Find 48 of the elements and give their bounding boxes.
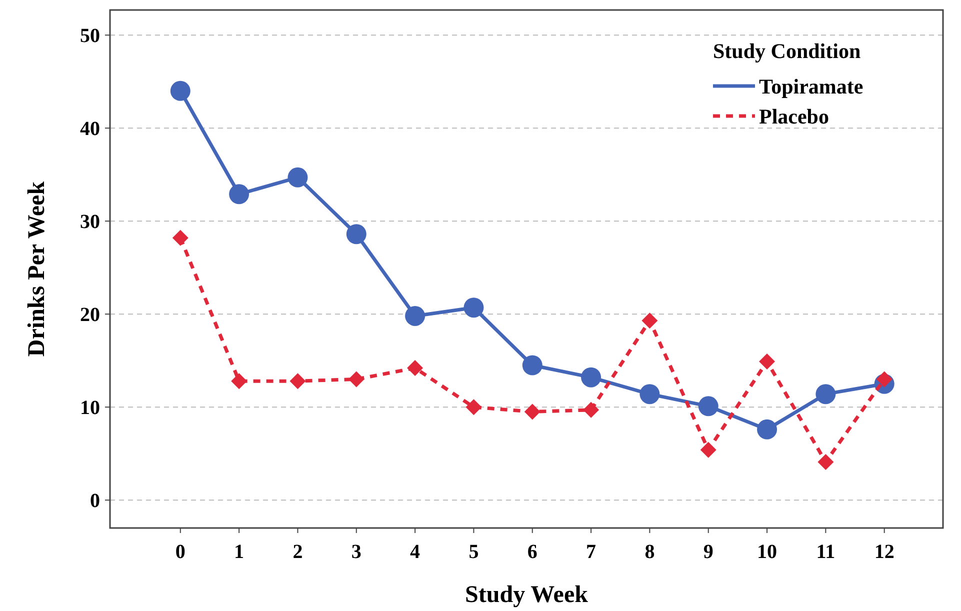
point [172, 230, 188, 246]
point [524, 404, 540, 420]
x-axis-title: Study Week [465, 582, 589, 608]
x-tick-label: 11 [816, 541, 836, 563]
x-tick-label: 1 [234, 541, 244, 563]
point [816, 384, 836, 404]
point [407, 360, 424, 376]
x-tick-label: 9 [703, 541, 714, 563]
point [405, 306, 426, 326]
point [346, 224, 366, 244]
point [288, 167, 308, 188]
point [698, 396, 718, 416]
x-tick-label: 7 [586, 541, 596, 563]
point [583, 402, 600, 418]
y-tick-label: 40 [80, 118, 100, 140]
point [642, 312, 658, 329]
x-tick-label: 5 [468, 541, 479, 563]
legend-label: Placebo [759, 104, 829, 128]
point [466, 399, 482, 416]
x-tick-label: 12 [874, 541, 894, 563]
x-tick-label: 6 [527, 541, 538, 563]
point [522, 355, 542, 376]
y-tick-label: 0 [90, 490, 100, 512]
x-tick-label: 4 [410, 541, 420, 563]
x-tick-label: 0 [175, 541, 186, 563]
y-tick-label: 10 [80, 397, 100, 420]
x-tick-label: 8 [644, 541, 655, 563]
point [818, 454, 834, 470]
point [757, 419, 778, 440]
legend-label: Topiramate [759, 74, 864, 98]
y-axis-title: Drinks Per Week [24, 180, 50, 357]
point [229, 184, 250, 204]
point [581, 367, 602, 388]
point [290, 373, 306, 390]
x-tick-label: 3 [351, 541, 362, 563]
point [231, 373, 248, 390]
y-tick-label: 50 [80, 25, 100, 48]
point [640, 384, 660, 404]
point [759, 354, 776, 370]
point [170, 80, 190, 101]
point [700, 442, 716, 458]
point [348, 371, 364, 388]
x-tick-label: 2 [292, 541, 303, 563]
y-tick-label: 30 [80, 211, 100, 234]
point [464, 298, 484, 318]
y-tick-label: 20 [80, 304, 100, 326]
x-tick-label: 10 [757, 541, 778, 563]
legend-title: Study Condition [713, 39, 861, 63]
